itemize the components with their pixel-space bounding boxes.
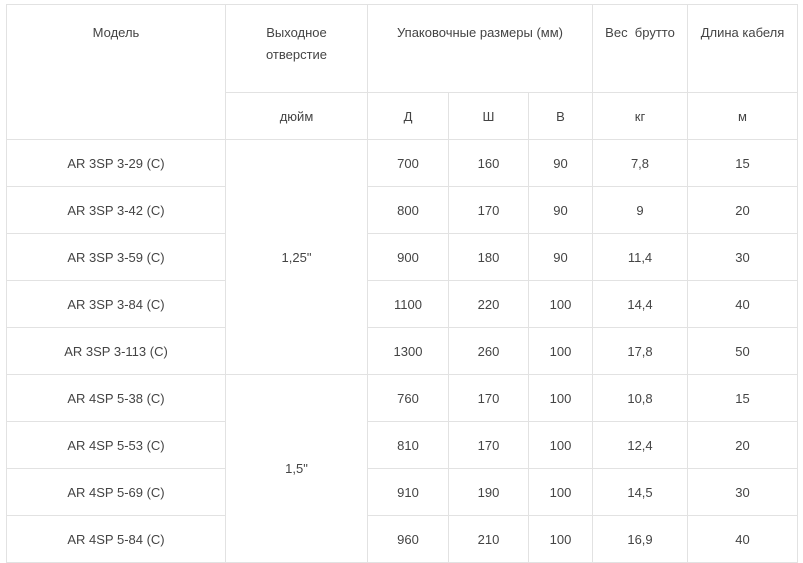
header-row: Модель Выходное отверстие Упаковочные ра…	[6, 4, 798, 140]
table-row: AR 4SP 5-84 (C) 960 210 100 16,9 40	[6, 515, 798, 563]
cell-weight: 11,4	[592, 233, 688, 281]
units-row: дюйм Д Ш В кг м	[7, 92, 798, 140]
cell-cable: 20	[687, 186, 798, 234]
cell-length: 1300	[367, 327, 449, 375]
table-row: AR 3SP 3-84 (C) 1100 220 100 14,4 40	[6, 280, 798, 328]
header-packaging: Упаковочные размеры (мм)	[367, 4, 593, 93]
cell-length: 960	[367, 515, 449, 563]
cell-width: 220	[448, 280, 529, 328]
cell-cable: 15	[687, 374, 798, 422]
cell-weight: 14,5	[592, 468, 688, 516]
cell-model: AR 3SP 3-84 (C)	[6, 280, 226, 328]
cell-width: 170	[448, 374, 529, 422]
cell-width: 170	[448, 186, 529, 234]
cell-cable: 30	[687, 233, 798, 281]
cell-weight: 12,4	[592, 421, 688, 469]
cell-height: 100	[528, 421, 593, 469]
table-row: AR 3SP 3-29 (C) 1,25" 700 160 90 7,8 15	[6, 139, 798, 375]
unit-width: Ш	[448, 92, 529, 140]
cell-model: AR 3SP 3-29 (C)	[6, 139, 226, 187]
cell-outlet-group: 1,5"	[225, 374, 368, 563]
table-row: AR 3SP 3-42 (C) 800 170 90 9 20	[6, 186, 798, 234]
cell-width: 190	[448, 468, 529, 516]
header-cable: Длина кабеля	[687, 4, 798, 93]
cell-cable: 40	[687, 280, 798, 328]
cell-width: 210	[448, 515, 529, 563]
cell-model: AR 3SP 3-42 (C)	[6, 186, 226, 234]
cell-length: 800	[367, 186, 449, 234]
cell-weight: 9	[592, 186, 688, 234]
header-outlet: Выходное отверстие	[225, 4, 368, 93]
cell-height: 90	[528, 186, 593, 234]
header-model: Модель	[6, 4, 226, 140]
cell-width: 180	[448, 233, 529, 281]
cell-height: 100	[528, 280, 593, 328]
unit-outlet: дюйм	[225, 92, 368, 140]
cell-height: 100	[528, 468, 593, 516]
cell-width: 260	[448, 327, 529, 375]
header-weight: Вес брутто	[592, 4, 688, 93]
cell-model: AR 4SP 5-69 (C)	[6, 468, 226, 516]
cell-model: AR 4SP 5-53 (C)	[6, 421, 226, 469]
cell-weight: 10,8	[592, 374, 688, 422]
cell-cable: 15	[687, 139, 798, 187]
spec-table-container: Модель Выходное отверстие Упаковочные ра…	[6, 4, 798, 563]
cell-cable: 30	[687, 468, 798, 516]
unit-weight: кг	[592, 92, 688, 140]
cell-length: 810	[367, 421, 449, 469]
cell-weight: 7,8	[592, 139, 688, 187]
cell-weight: 14,4	[592, 280, 688, 328]
cell-length: 1100	[367, 280, 449, 328]
cell-height: 100	[528, 515, 593, 563]
cell-cable: 50	[687, 327, 798, 375]
table-row: AR 4SP 5-53 (C) 810 170 100 12,4 20	[6, 421, 798, 469]
cell-height: 100	[528, 374, 593, 422]
cell-cable: 20	[687, 421, 798, 469]
cell-model: AR 4SP 5-38 (C)	[6, 374, 226, 422]
cell-length: 700	[367, 139, 449, 187]
spec-table: Модель Выходное отверстие Упаковочные ра…	[6, 4, 798, 563]
cell-model: AR 3SP 3-59 (C)	[6, 233, 226, 281]
table-row: AR 3SP 3-59 (C) 900 180 90 11,4 30	[6, 233, 798, 281]
header-outlet-text: Выходное отверстие	[265, 25, 328, 62]
cell-cable: 40	[687, 515, 798, 563]
unit-cable: м	[687, 92, 798, 140]
table-row: AR 4SP 5-38 (C) 1,5" 760 170 100 10,8 15	[6, 374, 798, 563]
cell-weight: 17,8	[592, 327, 688, 375]
cell-model: AR 3SP 3-113 (C)	[6, 327, 226, 375]
cell-length: 900	[367, 233, 449, 281]
unit-height: В	[528, 92, 593, 140]
cell-height: 100	[528, 327, 593, 375]
cell-weight: 16,9	[592, 515, 688, 563]
cell-length: 760	[367, 374, 449, 422]
cell-length: 910	[367, 468, 449, 516]
cell-height: 90	[528, 139, 593, 187]
unit-length: Д	[367, 92, 449, 140]
cell-width: 160	[448, 139, 529, 187]
table-row: AR 4SP 5-69 (C) 910 190 100 14,5 30	[6, 468, 798, 516]
cell-outlet-group: 1,25"	[225, 139, 368, 375]
cell-model: AR 4SP 5-84 (C)	[6, 515, 226, 563]
cell-height: 90	[528, 233, 593, 281]
cell-width: 170	[448, 421, 529, 469]
table-row: AR 3SP 3-113 (C) 1300 260 100 17,8 50	[6, 327, 798, 375]
